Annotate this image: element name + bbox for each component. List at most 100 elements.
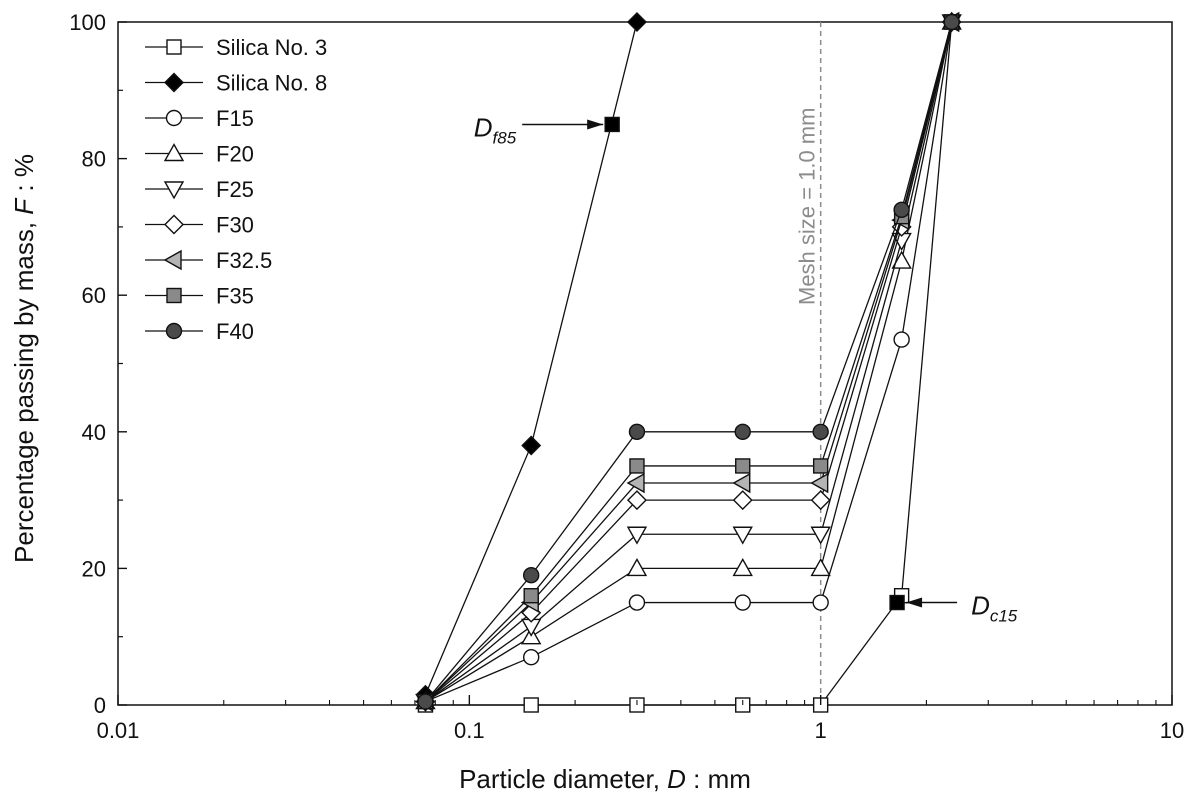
- legend-item: Silica No. 8: [145, 71, 327, 96]
- y-tick-label: 80: [82, 147, 106, 172]
- series-layer: [415, 11, 962, 713]
- legend-marker: [164, 72, 184, 93]
- data-point: [734, 423, 751, 440]
- x-axis-title-part: : mm: [686, 764, 751, 794]
- series-f25: [415, 14, 962, 713]
- annotation-label-sub: c15: [990, 607, 1018, 626]
- annotation-arrowhead: [906, 597, 923, 608]
- legend-item: F35: [145, 284, 254, 309]
- legend-item: F25: [145, 177, 254, 202]
- annotation-d-c15: Dc15: [889, 591, 1018, 626]
- series-line: [425, 21, 953, 703]
- legend-label: F32.5: [216, 248, 272, 273]
- data-point: [626, 557, 648, 577]
- data-point: [810, 557, 831, 577]
- series-f20: [415, 11, 962, 710]
- series-f32-5: [415, 11, 960, 712]
- data-point: [523, 567, 540, 584]
- legend-item: F30: [145, 213, 254, 238]
- legend-marker: [165, 322, 183, 340]
- annotation-arrowhead: [587, 119, 604, 130]
- data-point: [732, 472, 751, 494]
- data-point: [629, 458, 645, 474]
- legend-marker: [163, 249, 182, 271]
- x-axis-title: Particle diameter, D : mm: [459, 764, 751, 794]
- data-point: [626, 526, 648, 545]
- y-tick-label: 40: [82, 420, 106, 445]
- x-axis-title-part: Particle diameter,: [459, 764, 667, 794]
- series-line: [425, 21, 953, 703]
- annotation-label: Df85: [474, 112, 517, 147]
- series-line: [424, 21, 953, 703]
- data-point: [812, 423, 829, 440]
- series-f15: [417, 13, 960, 710]
- legend-label: Silica No. 8: [216, 71, 327, 96]
- data-point: [810, 490, 831, 511]
- x-tick-label: 1: [815, 718, 827, 743]
- data-point: [893, 201, 910, 219]
- mesh-size-label: Mesh size = 1.0 mm: [795, 108, 820, 305]
- data-point: [735, 458, 751, 474]
- axes: 0 20 40 60 80 100 0.01 0.1 1 10 Particle diameter,…: [9, 10, 1184, 794]
- data-point: [626, 12, 647, 32]
- annotation-label-sub: f85: [493, 128, 517, 147]
- data-point: [812, 594, 829, 611]
- legend-label: F40: [216, 319, 254, 344]
- legend-marker: [164, 214, 184, 235]
- x-axis-title-part: D: [667, 764, 686, 794]
- series-line: [424, 21, 953, 703]
- data-point: [628, 594, 646, 611]
- data-point: [626, 472, 645, 494]
- data-point: [732, 557, 753, 577]
- annotation-marker: [604, 116, 620, 133]
- data-point: [523, 697, 539, 713]
- legend-item: F32.5: [145, 248, 272, 273]
- legend-marker: [166, 287, 182, 304]
- legend-item: Silica No. 3: [145, 35, 327, 60]
- annotation-label-main: D: [474, 112, 493, 142]
- series-line: [425, 21, 953, 703]
- series-f40: [417, 13, 960, 710]
- data-point: [521, 435, 542, 456]
- annotation-label-main: D: [971, 591, 990, 621]
- data-point: [626, 490, 647, 511]
- legend-marker: [163, 143, 185, 162]
- legend-item: F40: [145, 319, 254, 344]
- y-tick-label: 20: [82, 556, 106, 581]
- legend-label: Silica No. 3: [216, 35, 327, 60]
- legend-label: F35: [216, 284, 254, 309]
- legend-label: F25: [216, 177, 254, 202]
- data-point: [523, 648, 540, 666]
- legend: Silica No. 3 Silica No. 8 F15 F20 F25 F30 F32.…: [145, 35, 327, 344]
- x-tick-label: 0.1: [454, 718, 485, 743]
- legend-item: F20: [145, 142, 254, 167]
- mesh-size-reference: Mesh size = 1.0 mm: [795, 22, 822, 705]
- data-point: [810, 472, 829, 494]
- data-point: [943, 13, 960, 31]
- data-point: [810, 526, 831, 545]
- data-point: [523, 588, 539, 604]
- series-silica-no-3: [417, 14, 960, 713]
- data-point: [732, 490, 753, 511]
- annotation-label: Dc15: [971, 591, 1018, 626]
- legend-label: F20: [216, 142, 254, 167]
- y-axis-title-part: : %: [9, 154, 39, 199]
- legend-marker: [163, 181, 185, 200]
- y-tick-label: 60: [82, 283, 106, 308]
- x-tick-label: 10: [1160, 718, 1184, 743]
- y-axis-title: Percentage passing by mass, F : %: [9, 154, 39, 563]
- legend-item: F15: [145, 106, 254, 131]
- x-tick-label: 0.01: [97, 718, 140, 743]
- legend-label: F30: [216, 213, 254, 238]
- legend-label: F15: [216, 106, 254, 131]
- annotation-d-f85: Df85: [474, 112, 620, 147]
- y-tick-label: 100: [69, 10, 106, 35]
- data-point: [891, 250, 912, 269]
- annotation-marker: [889, 594, 905, 611]
- legend-marker: [166, 39, 182, 55]
- data-point: [628, 423, 646, 440]
- series-f30: [415, 12, 962, 712]
- y-axis-title-part: Percentage passing by mass,: [9, 215, 39, 563]
